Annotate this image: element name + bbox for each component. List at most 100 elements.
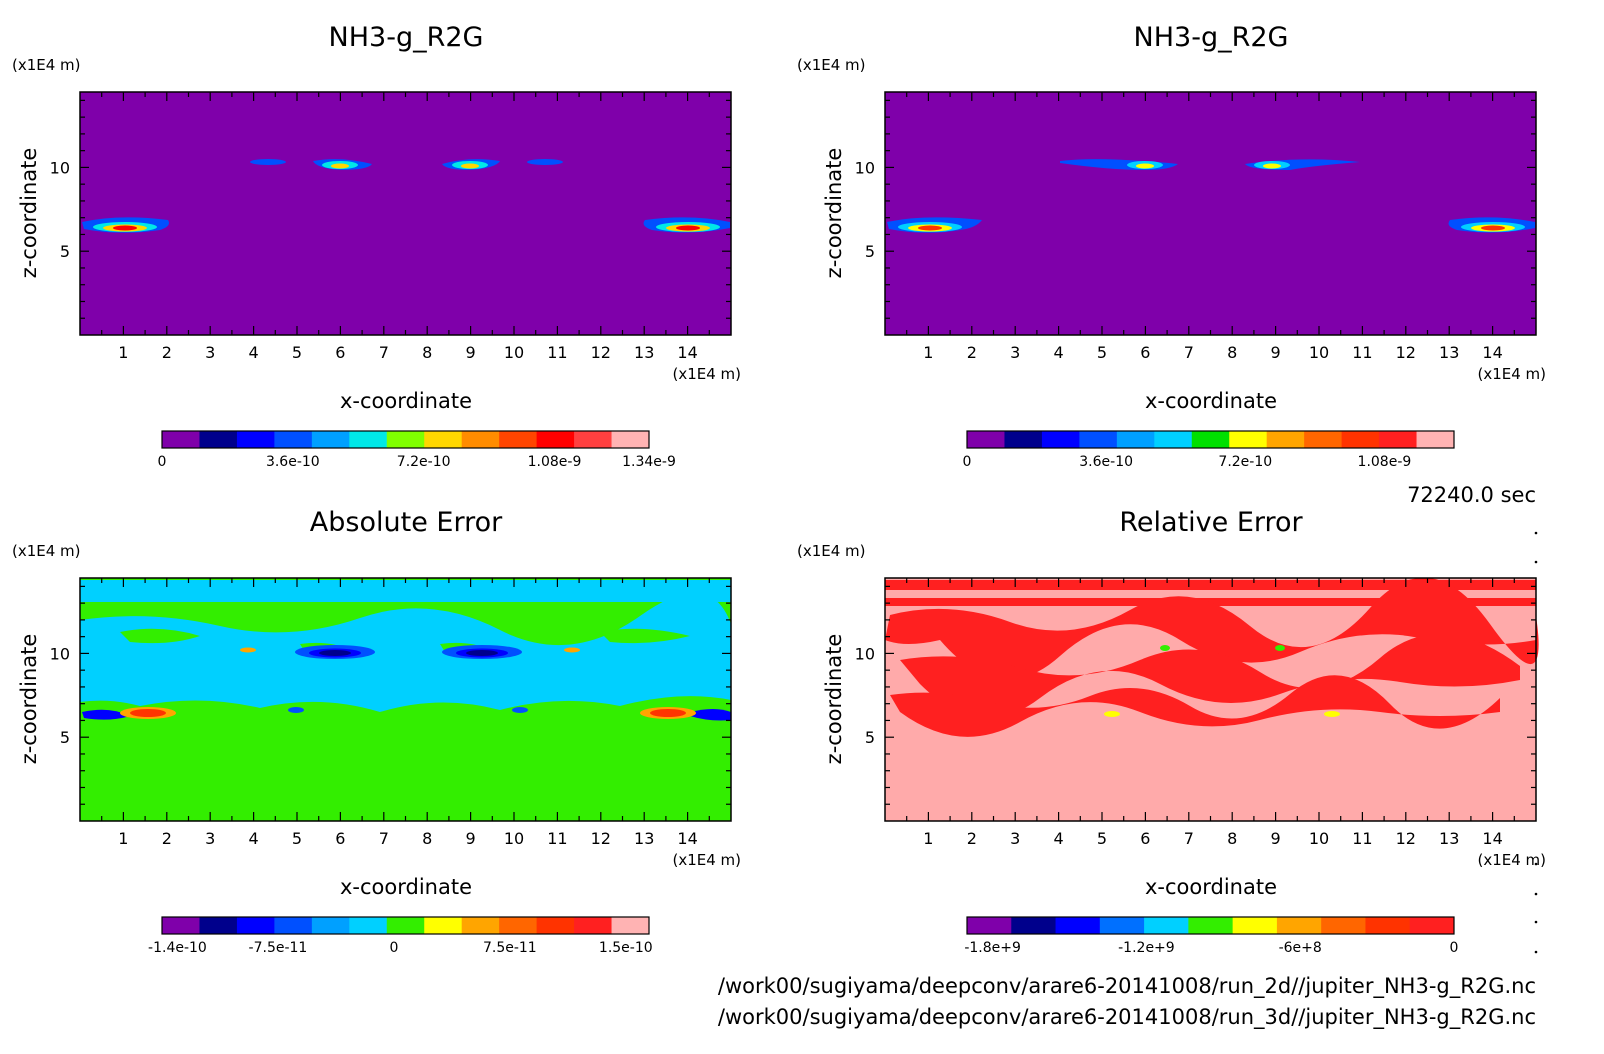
x-tick-label: 5 [292,829,302,848]
panel-0-y-unit: (x1E4 m) [12,56,81,74]
colorbar-swatch [1154,431,1193,448]
panel-3: Relative Error (x1E4 m) 1 2 3 4 5 6 7 8 9 10 11 12 1… [797,507,1546,956]
y-tick-label: 10 [50,158,70,177]
x-tick-label: 1 [118,343,128,362]
colorbar-swatch [1041,431,1080,448]
x-tick-label: 5 [1097,829,1107,848]
feature-blob [80,592,731,712]
panel-3-title: Relative Error [1119,507,1303,538]
feature-blob [690,709,731,721]
x-tick-label: 14 [1482,343,1502,362]
colorbar-swatch [199,917,238,934]
colorbar-swatch [1321,917,1366,934]
colorbar-swatch [424,917,463,934]
colorbar-tick-label: 0 [1450,940,1459,956]
x-tick-label: 6 [335,829,345,848]
feature-blob [240,647,256,653]
x-tick-label: 8 [1227,829,1237,848]
panel-2-colorbar: -1.4e-10 -7.5e-11 0 7.5e-11 1.5e-10 [148,916,653,956]
x-tick-label: 14 [677,343,697,362]
panel-2-x-unit: (x1E4 m) [672,851,741,869]
colorbar-swatch [1341,431,1380,448]
colorbar-frame [966,916,1455,935]
x-tick-label: 2 [967,829,977,848]
colorbar-swatch [311,431,350,448]
x-tick-label: 11 [547,343,567,362]
colorbar-swatch [236,431,275,448]
x-tick-label: 12 [1396,343,1416,362]
feature-blob [82,709,130,720]
colorbar-swatch [274,431,313,448]
panel-3-y-axis-label: z-coordinate [822,634,846,765]
panel-2: Absolute Error (x1E4 m) [12,507,741,956]
x-tick-label: 4 [249,343,259,362]
x-tick-label: 1 [118,829,128,848]
colorbar-tick-label: -1.2e+9 [1118,940,1175,956]
colorbar-tick-label: 0 [963,454,972,470]
colorbar-tick-label: -7.5e-11 [249,940,308,956]
colorbar-swatch [536,431,575,448]
colorbar-swatch [199,431,238,448]
colorbar-swatch [236,917,275,934]
file-path-line-1: /work00/sugiyama/deepconv/arare6-2014100… [718,974,1536,999]
feature-blob [890,675,1500,737]
panel-1-x-axis-label: x-coordinate [1145,389,1277,413]
colorbar-swatch [461,917,500,934]
feature-blob [564,647,580,653]
feature-blob [1275,645,1285,651]
colorbar-swatch [311,917,350,934]
x-tick-label: 2 [162,343,172,362]
x-tick-label: 4 [1054,343,1064,362]
colorbar-swatch [461,431,500,448]
colorbar-frame [966,430,1455,449]
feature-core [319,650,351,656]
x-tick-label: 7 [1184,829,1194,848]
dot [1534,920,1538,924]
y-tick-label: 10 [855,644,875,663]
panel-0-features [82,159,730,233]
colorbar-swatch [1304,431,1343,448]
colorbar-frame [161,430,650,449]
x-tick-label: 6 [1140,829,1150,848]
feature-blob [1324,711,1340,717]
feature-core [130,709,166,717]
panel-2-features [80,580,731,721]
y-tick-label: 5 [865,242,875,261]
colorbar-tick-label: -6e+8 [1279,940,1322,956]
feature-blob [885,580,1536,590]
colorbar-swatch [499,431,538,448]
margin-dots [1534,531,1538,954]
x-tick-label: 11 [1352,829,1372,848]
panel-0-x-axis-label: x-coordinate [340,389,472,413]
colorbar-swatch [611,917,650,934]
x-tick-label: 13 [1439,343,1459,362]
panel-3-x-axis-label: x-coordinate [1145,875,1277,899]
colorbar-tick-label: 3.6e-10 [1079,454,1133,470]
colorbar-tick-label: 0 [158,454,167,470]
colorbar-swatch [386,917,425,934]
x-tick-label: 9 [1271,829,1281,848]
feature-core [1136,163,1154,169]
panel-0-colorbar: 0 3.6e-10 7.2e-10 1.08e-9 1.34e-9 [158,430,676,470]
x-tick-label: 2 [162,829,172,848]
x-tick-label: 5 [1097,343,1107,362]
panel-0: NH3-g_R2G (x1E4 m) 1 2 3 4 5 6 7 8 9 10 11 12 13 1451… [12,22,741,470]
x-tick-label: 10 [504,829,524,848]
x-tick-label: 7 [379,343,389,362]
colorbar-swatch [1379,431,1418,448]
panel-2-x-axis-label: x-coordinate [340,875,472,899]
colorbar-tick-label: 1.08e-9 [1358,454,1412,470]
x-tick-label: 8 [1227,343,1237,362]
panel-1-y-axis-label: z-coordinate [822,148,846,279]
colorbar-swatch [349,431,388,448]
dot [1534,950,1538,954]
feature-blob [288,707,304,713]
x-tick-label: 7 [1184,343,1194,362]
dot [1534,892,1538,896]
x-tick-label: 3 [205,829,215,848]
colorbar-tick-label: 3.6e-10 [266,454,320,470]
colorbar-frame [161,916,650,935]
x-tick-label: 9 [1271,343,1281,362]
